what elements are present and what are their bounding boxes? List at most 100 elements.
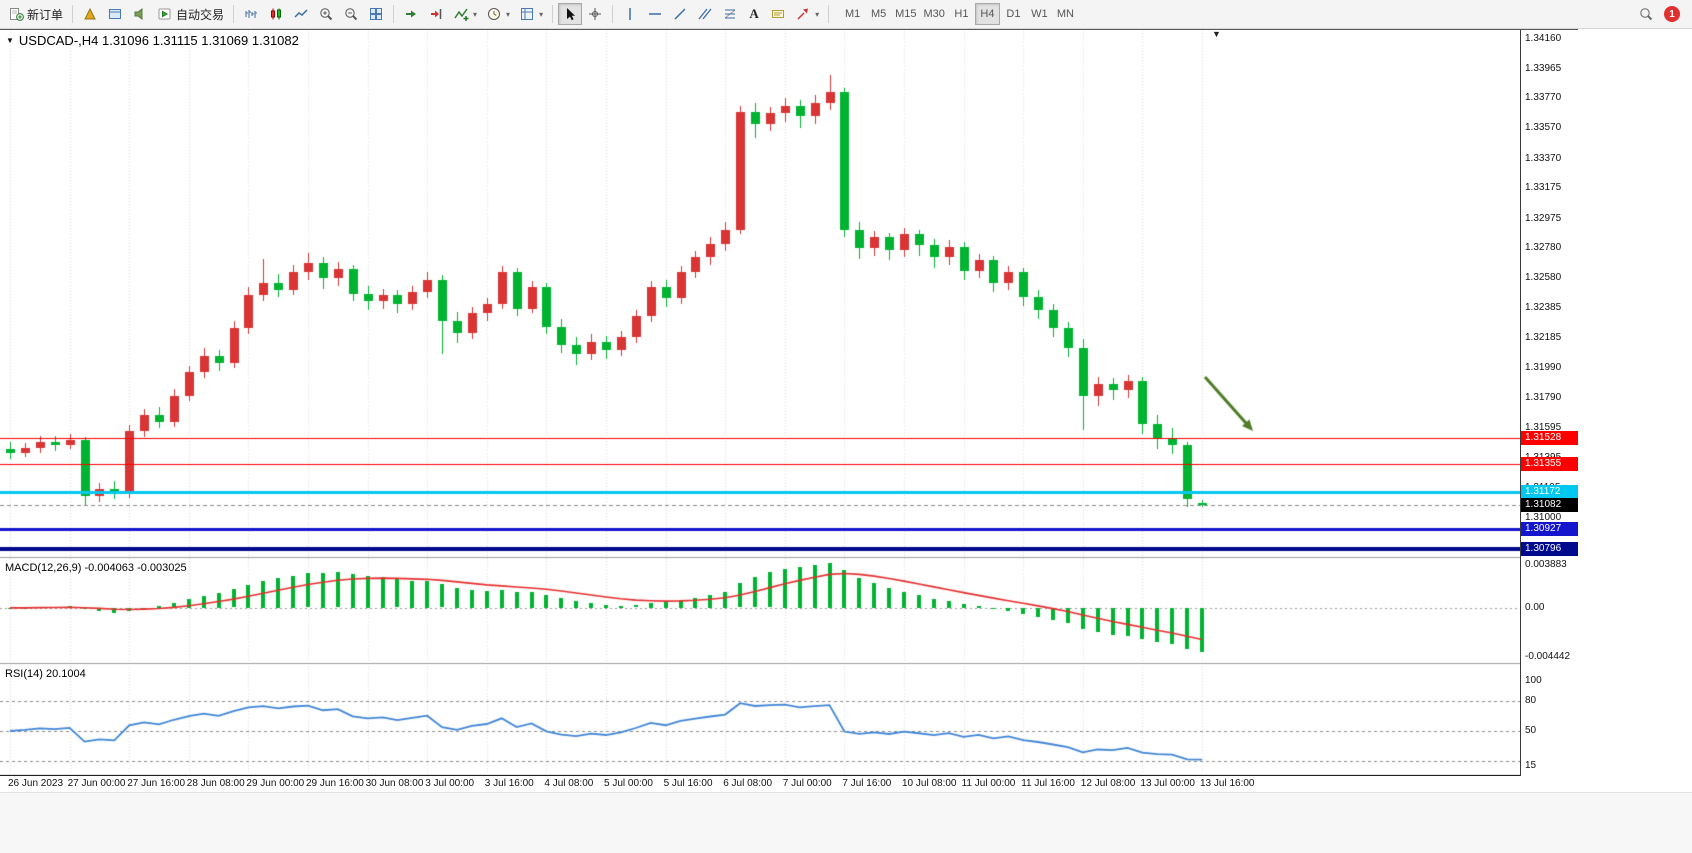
time-axis-label: 11 Jul 16:00 — [1021, 778, 1075, 789]
auto-scroll-button[interactable] — [399, 3, 423, 25]
timeframe-h1-button[interactable]: H1 — [949, 3, 974, 25]
time-axis-label: 3 Jul 16:00 — [484, 778, 534, 789]
bar-chart-icon — [243, 6, 259, 22]
timeframe-h4-button[interactable]: H4 — [974, 3, 1000, 25]
macd-indicator-label: MACD(12,26,9) -0.004063 -0.003025 — [5, 562, 187, 574]
line-chart-icon — [293, 6, 309, 22]
zoom-out-icon — [343, 6, 359, 22]
templates-button[interactable]: ▾ — [515, 3, 547, 25]
price-axis[interactable]: 1.34160 1.33965 1.33770 1.33570 1.33370 1.331… — [1520, 30, 1578, 776]
crosshair-button[interactable] — [583, 3, 607, 25]
price-axis-label: 1.32975 — [1525, 212, 1562, 224]
line-price-label: 1.31355 — [1521, 456, 1578, 471]
cursor-icon — [562, 6, 578, 22]
time-axis-label: 4 Jul 08:00 — [544, 778, 594, 789]
trendline-icon — [672, 6, 688, 22]
rsi-axis-label: 15 — [1525, 760, 1537, 771]
tile-windows-button[interactable] — [364, 3, 388, 25]
text-button[interactable]: A — [743, 3, 765, 25]
rsi-axis-label: 100 — [1525, 675, 1542, 686]
rsi-indicator-label: RSI(14) 20.1004 — [5, 668, 86, 680]
zoom-in-button[interactable] — [314, 3, 338, 25]
zoom-out-button[interactable] — [339, 3, 363, 25]
horizontal-line-icon — [647, 6, 663, 22]
arrows-button[interactable]: ▾ — [791, 3, 823, 25]
time-axis-label: 3 Jul 00:00 — [425, 778, 475, 789]
profiles-button[interactable] — [103, 3, 127, 25]
notification-badge[interactable]: 1 — [1664, 6, 1680, 22]
chart-title: ▼ USDCAD-,H4 1.31096 1.31115 1.31069 1.3… — [6, 33, 299, 48]
search-button[interactable] — [1634, 3, 1658, 25]
clock-icon — [486, 6, 502, 22]
price-axis-label: 1.33965 — [1525, 62, 1562, 74]
time-axis-label: 10 Jul 08:00 — [902, 778, 957, 789]
text-tool-icon: A — [749, 6, 759, 21]
toolbar-right-group: 1 — [1634, 3, 1688, 25]
time-axis-label: 13 Jul 00:00 — [1140, 778, 1195, 789]
dropdown-caret-icon[interactable]: ▾ — [473, 9, 478, 19]
chart-shift-icon — [428, 6, 444, 22]
fibonacci-button[interactable] — [718, 3, 742, 25]
dropdown-caret-icon[interactable]: ▾ — [506, 9, 511, 19]
autotrading-button[interactable]: 自动交易 — [153, 3, 228, 25]
chart-candles-button[interactable] — [264, 3, 288, 25]
price-axis-label: 1.33570 — [1525, 122, 1562, 134]
chart-shift-button[interactable] — [424, 3, 448, 25]
timeframe-m1-button[interactable]: M1 — [840, 3, 865, 25]
dropdown-caret-icon[interactable]: ▾ — [815, 9, 820, 19]
toolbar-separator — [233, 5, 235, 23]
rsi-axis-label: 50 — [1525, 725, 1537, 736]
arrow-tool-icon — [795, 6, 811, 22]
trendline-button[interactable] — [668, 3, 692, 25]
indicators-button[interactable]: ▾ — [449, 3, 481, 25]
horizontal-line-button[interactable] — [643, 3, 667, 25]
vertical-line-button[interactable] — [618, 3, 642, 25]
zoom-in-icon — [318, 6, 334, 22]
channel-button[interactable] — [693, 3, 717, 25]
alerts-button[interactable] — [128, 3, 152, 25]
indicators-icon — [453, 6, 469, 22]
timeframe-mn-button[interactable]: MN — [1053, 3, 1078, 25]
new-order-label: 新订单 — [27, 7, 64, 22]
toolbar-separator — [552, 5, 554, 23]
time-axis-label: 12 Jul 08:00 — [1080, 778, 1136, 789]
timeframe-m30-button[interactable]: M30 — [921, 3, 948, 25]
toolbar-separator — [72, 5, 74, 23]
cursor-button[interactable] — [558, 3, 583, 25]
chart-shift-marker-icon[interactable]: ▼ — [1212, 29, 1221, 39]
text-label-icon — [770, 6, 786, 22]
macd-axis-label: -0.004442 — [1525, 651, 1571, 663]
candlestick-icon — [268, 6, 284, 22]
price-axis-label: 1.31990 — [1525, 361, 1562, 373]
periods-button[interactable]: ▾ — [482, 3, 514, 25]
chart-menu-triangle-icon[interactable]: ▼ — [6, 36, 14, 45]
time-axis[interactable]: 26 Jun 2023 27 Jun 00:00 27 Jun 16:00 28 Ju… — [0, 776, 1520, 792]
price-axis-label: 1.31595 — [1525, 421, 1562, 433]
new-order-icon — [8, 6, 24, 22]
chart-line-button[interactable] — [289, 3, 313, 25]
price-axis-label: 1.31000 — [1525, 511, 1562, 523]
time-axis-label: 13 Jul 16:00 — [1200, 778, 1255, 789]
time-axis-label: 6 Jul 08:00 — [723, 778, 773, 789]
timeframe-w1-button[interactable]: W1 — [1027, 3, 1052, 25]
new-order-button[interactable]: 新订单 — [4, 3, 67, 25]
dropdown-caret-icon[interactable]: ▾ — [539, 9, 544, 19]
price-chart-canvas[interactable] — [0, 30, 1520, 776]
timeframe-d1-button[interactable]: D1 — [1001, 3, 1026, 25]
price-axis-label: 1.33770 — [1525, 92, 1562, 104]
time-axis-label: 5 Jul 00:00 — [604, 778, 653, 789]
price-axis-label: 1.32185 — [1525, 332, 1562, 344]
timeframe-m15-button[interactable]: M15 — [892, 3, 919, 25]
new-chart-button[interactable] — [78, 3, 102, 25]
timeframe-toolbar: M1 M5 M15 M30 H1 H4 D1 W1 MN — [840, 3, 1078, 25]
time-axis-label: 11 Jul 00:00 — [961, 778, 1016, 789]
line-price-label: 1.31528 — [1521, 430, 1578, 445]
time-axis-label: 26 Jun 2023 — [8, 778, 64, 789]
macd-axis-label: 0.00 — [1525, 601, 1545, 613]
timeframe-m5-button[interactable]: M5 — [866, 3, 891, 25]
line-price-label: 1.30927 — [1521, 521, 1578, 536]
text-label-button[interactable] — [766, 3, 790, 25]
time-axis-label: 7 Jul 00:00 — [782, 778, 832, 789]
time-axis-label: 27 Jun 00:00 — [67, 778, 126, 789]
chart-bars-button[interactable] — [239, 3, 263, 25]
